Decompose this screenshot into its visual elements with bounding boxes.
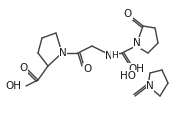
Text: O: O (84, 64, 92, 74)
Text: N: N (133, 38, 141, 48)
Text: N: N (105, 51, 113, 61)
Text: O: O (19, 63, 27, 73)
Text: O: O (124, 9, 132, 19)
Text: OH: OH (128, 64, 144, 74)
Text: N: N (146, 81, 154, 91)
Text: OH: OH (5, 81, 21, 91)
Text: N: N (59, 48, 67, 58)
Text: H: H (112, 51, 118, 60)
Text: HO: HO (120, 71, 136, 81)
